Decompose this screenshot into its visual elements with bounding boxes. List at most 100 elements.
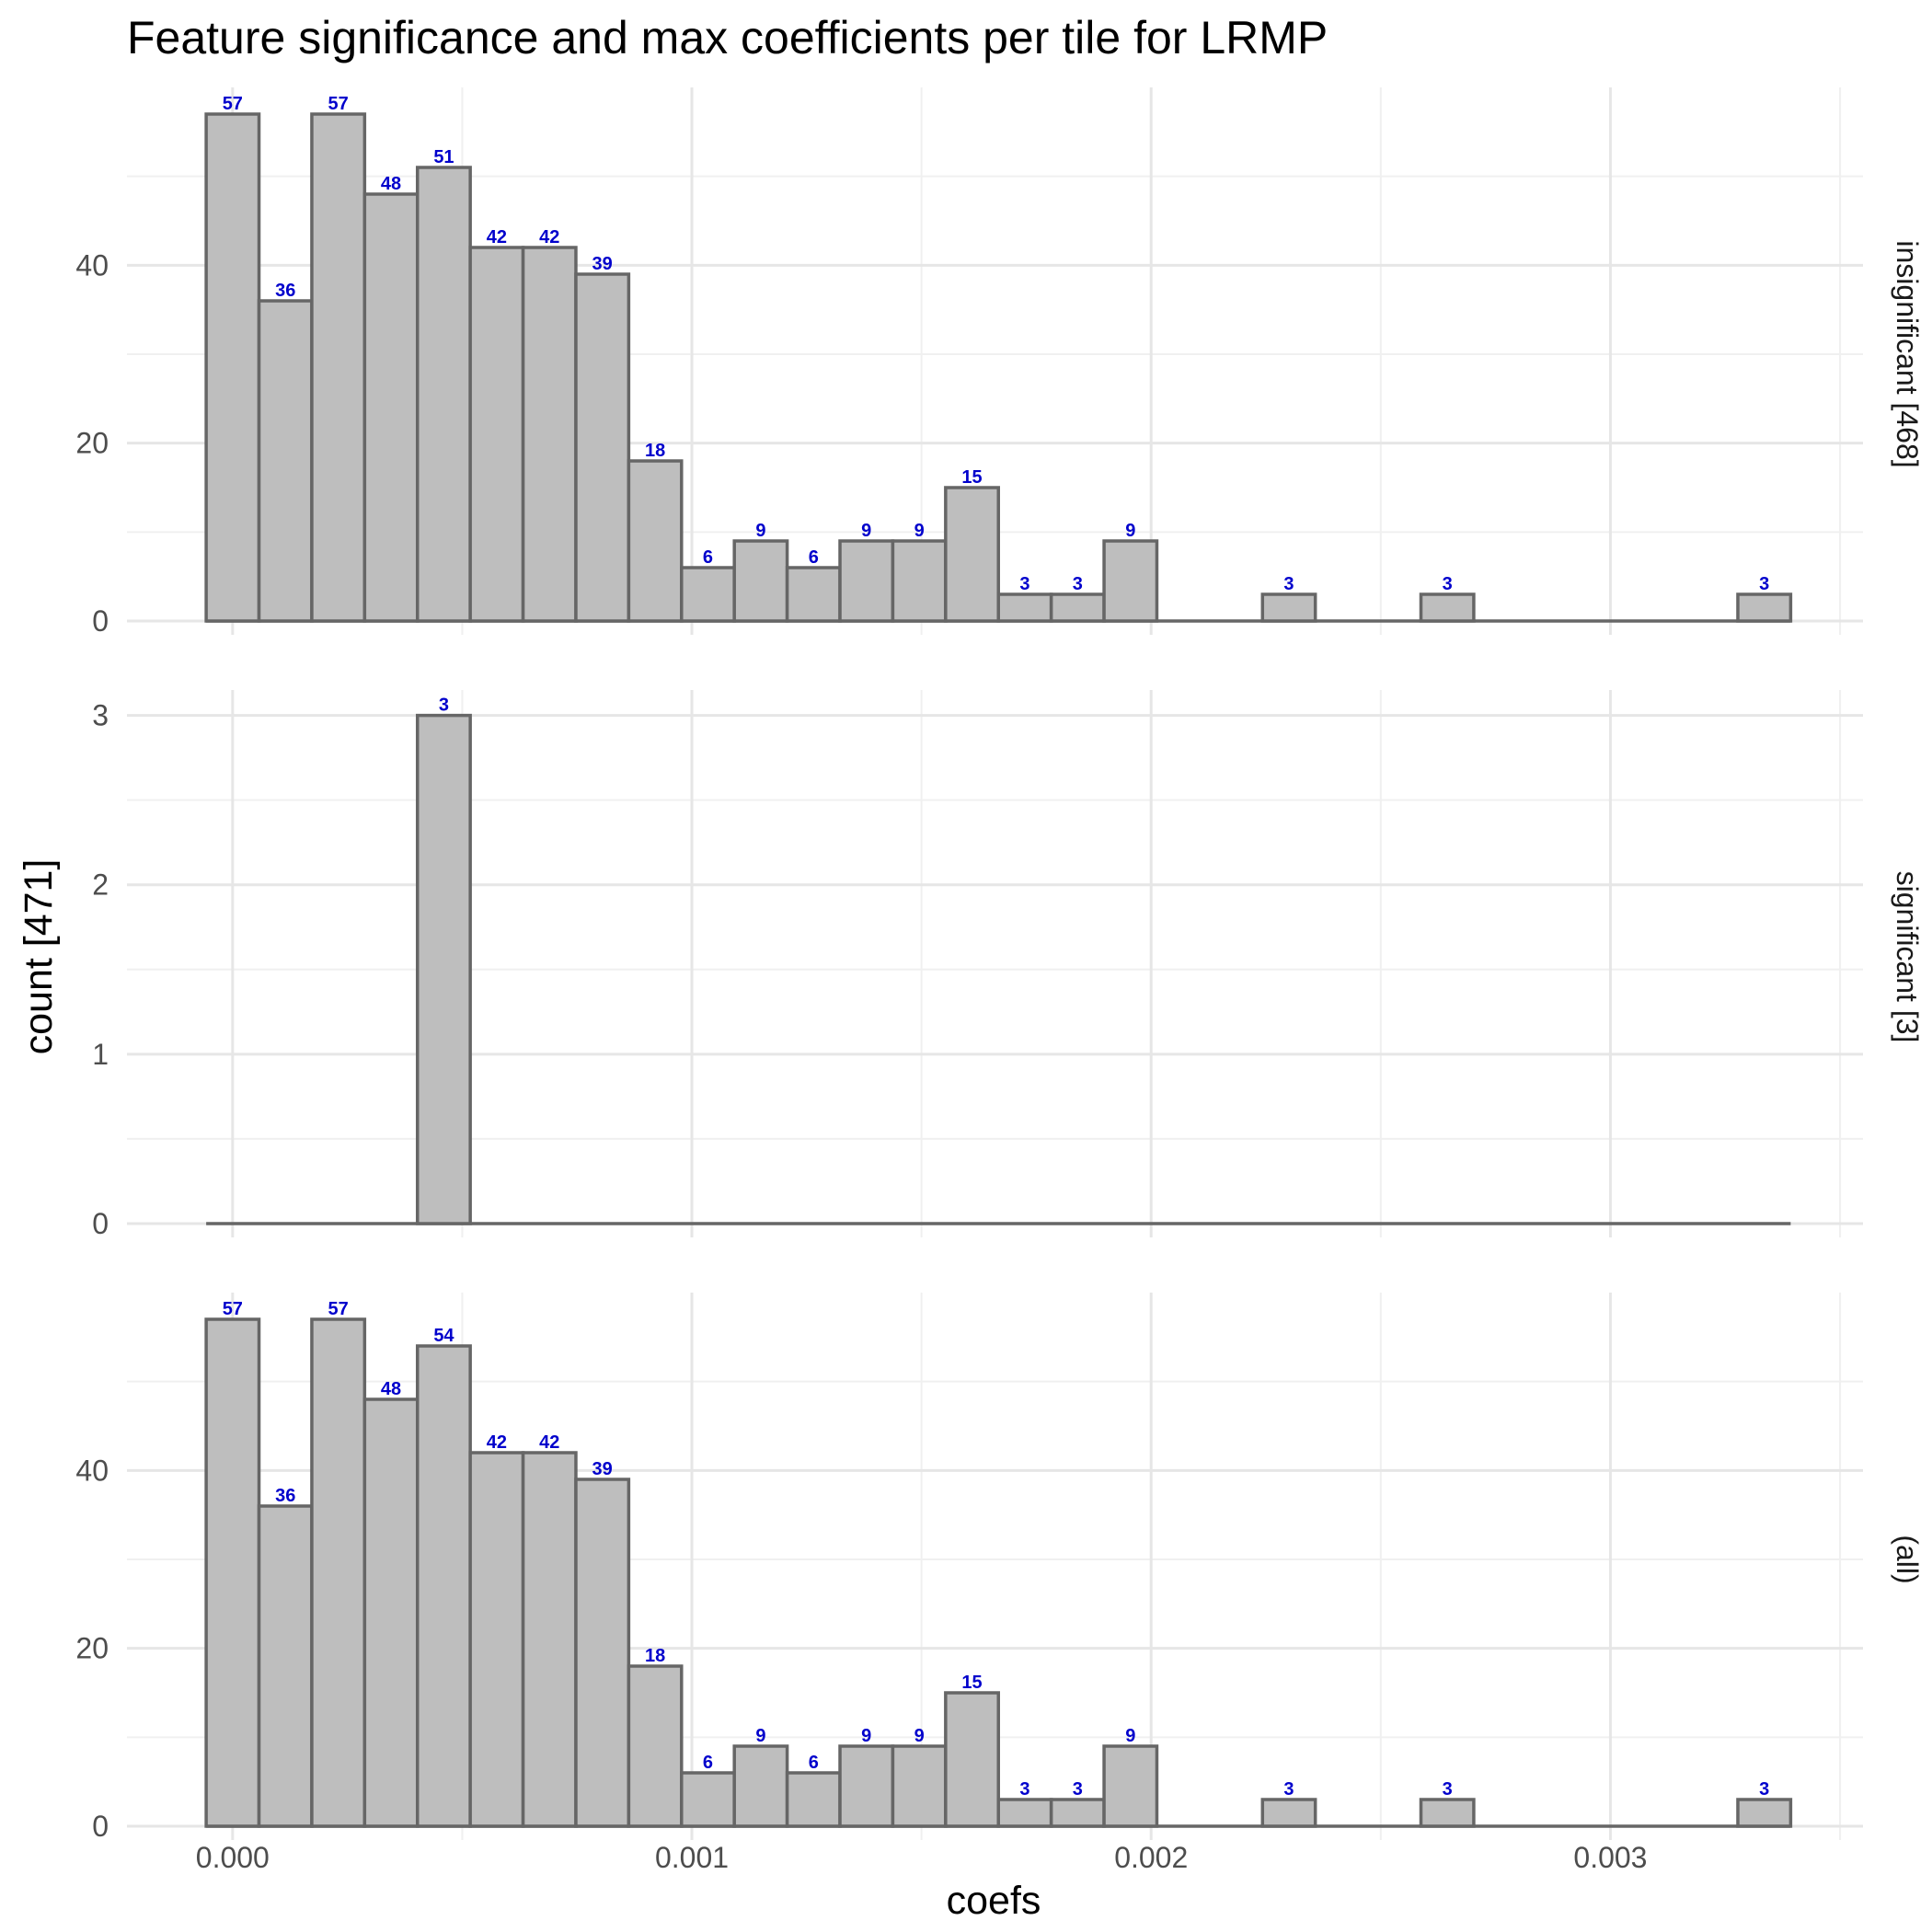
facet-panel: 0 1 2 3 3 significant [3] — [92, 690, 1924, 1240]
y-tick-label: 0 — [92, 1810, 109, 1843]
bar-count-label: 3 — [1283, 574, 1294, 594]
histogram-bar — [998, 594, 1051, 621]
histogram-bar — [418, 1346, 470, 1826]
x-axis-title: coefs — [947, 1879, 1041, 1923]
bar-count-label: 3 — [1073, 1779, 1083, 1800]
y-tick-label: 0 — [92, 1207, 109, 1240]
y-axis-title: count [471] — [17, 859, 61, 1055]
histogram-bar — [734, 541, 787, 621]
bar-count-label: 36 — [275, 1486, 295, 1506]
bar-count-label: 57 — [328, 94, 349, 114]
bar-count-label: 42 — [487, 1432, 507, 1453]
bar-count-label: 18 — [645, 441, 665, 461]
histogram-bar — [364, 1399, 417, 1826]
histogram-bar — [1104, 1746, 1156, 1826]
histogram-bar — [840, 1746, 892, 1826]
bar-count-label: 3 — [1443, 1779, 1453, 1800]
bar-count-label: 3 — [1443, 574, 1453, 594]
bar-count-label: 9 — [914, 1726, 925, 1746]
bar-count-label: 9 — [1125, 521, 1135, 541]
bar-count-label: 39 — [592, 1459, 613, 1479]
y-tick-label: 40 — [75, 1454, 109, 1487]
histogram-bar — [312, 1319, 364, 1826]
histogram-bar — [418, 716, 470, 1224]
histogram-bar — [1421, 1800, 1474, 1826]
y-tick-label: 1 — [92, 1038, 109, 1071]
x-tick-label: 0.002 — [1114, 1841, 1188, 1874]
histogram-bar — [682, 1773, 734, 1826]
histogram-bar — [312, 114, 364, 621]
histogram-bar — [1052, 1800, 1104, 1826]
bar-count-label: 9 — [755, 1726, 765, 1746]
bar-count-label: 57 — [328, 1299, 349, 1319]
bar-count-label: 36 — [275, 281, 295, 301]
histogram-bar — [788, 1773, 840, 1826]
y-tick-label: 20 — [75, 1632, 109, 1665]
bar-count-label: 9 — [861, 1726, 871, 1746]
bar-count-label: 51 — [433, 147, 454, 167]
bar-count-label: 3 — [1019, 1779, 1029, 1800]
histogram-bar — [892, 541, 945, 621]
bar-count-label: 9 — [914, 521, 925, 541]
histogram-bar — [470, 247, 523, 621]
histogram-bar — [576, 1479, 628, 1826]
histogram-bar — [364, 194, 417, 621]
histogram-bar — [1052, 594, 1104, 621]
bar-count-label: 42 — [539, 227, 559, 247]
bar-count-label: 54 — [433, 1326, 454, 1346]
y-tick-label: 20 — [75, 427, 109, 460]
facet-strip-label: (all) — [1891, 1535, 1924, 1583]
bar-count-label: 42 — [487, 227, 507, 247]
bar-count-label: 3 — [1759, 1779, 1769, 1800]
histogram-bar — [206, 114, 259, 621]
histogram-bar — [1104, 541, 1156, 621]
histogram-bar — [1421, 594, 1474, 621]
bar-count-label: 3 — [1283, 1779, 1294, 1800]
bar-count-label: 57 — [223, 1299, 243, 1319]
histogram-bar — [1738, 594, 1790, 621]
bar-count-label: 6 — [809, 1753, 819, 1773]
bar-count-label: 6 — [809, 547, 819, 568]
bar-count-label: 3 — [1019, 574, 1029, 594]
histogram-bar — [840, 541, 892, 621]
bar-count-label: 15 — [961, 1673, 982, 1693]
bar-count-label: 3 — [1759, 574, 1769, 594]
bar-count-label: 6 — [703, 1753, 713, 1773]
histogram-bar — [1262, 594, 1315, 621]
y-tick-label: 0 — [92, 604, 109, 638]
histogram-bar — [946, 1693, 998, 1826]
histogram-bar — [1262, 1800, 1315, 1826]
bar-count-label: 9 — [861, 521, 871, 541]
histogram-bar — [946, 488, 998, 621]
bar-count-label: 18 — [645, 1646, 665, 1666]
facet-strip-label: significant [3] — [1891, 871, 1924, 1043]
histogram-bar — [628, 461, 681, 621]
y-tick-label: 2 — [92, 868, 109, 902]
x-tick-label: 0.003 — [1573, 1841, 1647, 1874]
histogram-bar — [523, 247, 576, 621]
histogram-bar — [576, 274, 628, 621]
y-tick-label: 3 — [92, 699, 109, 732]
histogram-bar — [259, 301, 312, 621]
bar-count-label: 42 — [539, 1432, 559, 1453]
chart-title: Feature significance and max coefficient… — [127, 12, 1328, 63]
bar-count-label: 15 — [961, 467, 982, 488]
bar-count-label: 3 — [1073, 574, 1083, 594]
facet-strip-label: insignificant [468] — [1891, 240, 1924, 467]
histogram-bar — [788, 568, 840, 621]
bar-count-label: 48 — [381, 1379, 401, 1399]
bar-count-label: 6 — [703, 547, 713, 568]
y-tick-label: 40 — [75, 248, 109, 282]
bar-count-label: 3 — [439, 696, 449, 716]
x-axis: 0.000 0.001 0.002 0.003 — [196, 1841, 1648, 1874]
histogram-bar — [734, 1746, 787, 1826]
histogram-bar — [628, 1666, 681, 1826]
histogram-bar — [470, 1453, 523, 1826]
x-tick-label: 0.000 — [196, 1841, 270, 1874]
histogram-bar — [523, 1453, 576, 1826]
bar-count-label: 57 — [223, 94, 243, 114]
